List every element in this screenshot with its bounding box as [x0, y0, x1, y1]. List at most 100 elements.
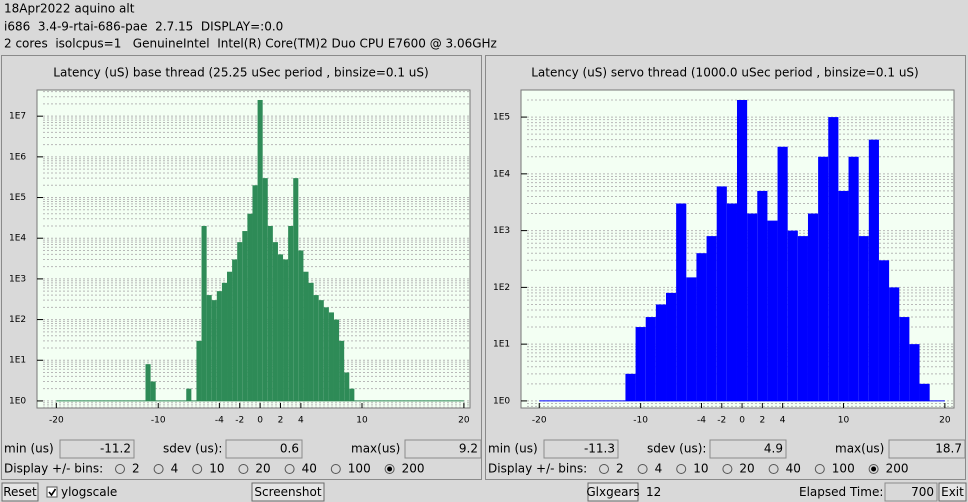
- radio-label[interactable]: 200: [886, 462, 909, 476]
- histogram-bar: [706, 236, 717, 401]
- x-tick-label: -4: [215, 416, 224, 426]
- chart-title: Latency (uS) base thread (25.25 uSec per…: [53, 66, 428, 80]
- x-tick-label: -20: [49, 416, 64, 426]
- histogram-bar: [344, 372, 350, 401]
- entry-box: [543, 439, 619, 459]
- checkbox[interactable]: [46, 486, 58, 498]
- checkmark: [48, 488, 57, 497]
- entry-box: [888, 439, 966, 459]
- stat-value: 18.7: [935, 442, 962, 456]
- radio-label[interactable]: 10: [209, 462, 224, 476]
- x-tick-label: 20: [458, 416, 470, 426]
- radio[interactable]: [676, 464, 687, 474]
- screenshot-button[interactable]: [251, 482, 325, 502]
- histogram-bar: [313, 295, 319, 401]
- histogram-bar: [858, 236, 869, 401]
- histogram-bar: [216, 291, 222, 401]
- histogram-bar: [716, 186, 727, 401]
- y-tick-label: 1E3: [493, 226, 510, 236]
- histogram-bar: [696, 253, 707, 401]
- radio[interactable]: [192, 464, 203, 474]
- y-tick-label: 1E5: [493, 113, 510, 123]
- histogram-bar: [237, 242, 243, 401]
- radio-label[interactable]: 40: [302, 462, 317, 476]
- x-tick-label: 10: [356, 416, 368, 426]
- histogram-bar: [196, 340, 202, 401]
- x-tick-label: -10: [633, 416, 648, 426]
- radio-label[interactable]: 4: [171, 462, 179, 476]
- histogram-bar: [206, 295, 212, 401]
- x-tick-label: 4: [298, 416, 304, 426]
- radio[interactable]: [722, 464, 733, 474]
- panel: [1, 55, 482, 480]
- radio-label[interactable]: 20: [255, 462, 270, 476]
- histogram-bar: [807, 213, 819, 401]
- radio-label[interactable]: 2: [616, 462, 624, 476]
- stat-label: sdev (us):: [647, 442, 706, 456]
- radio[interactable]: [115, 464, 125, 474]
- radio-dot: [871, 466, 877, 472]
- exit-button-label[interactable]: Exit: [941, 485, 964, 499]
- reset-button-label[interactable]: Reset: [3, 485, 37, 499]
- radio-dot: [387, 466, 393, 472]
- screenshot-button-label[interactable]: Screenshot: [254, 485, 321, 499]
- radio[interactable]: [768, 464, 779, 474]
- histogram-bar: [655, 304, 667, 401]
- histogram-bar: [252, 185, 258, 401]
- radio[interactable]: [330, 464, 341, 474]
- histogram-bar: [777, 146, 788, 401]
- exit-button[interactable]: [938, 482, 967, 502]
- histogram-bar: [283, 259, 289, 401]
- x-tick-label: -10: [151, 416, 166, 426]
- histogram-bar: [201, 225, 207, 401]
- radio-label[interactable]: 200: [402, 462, 425, 476]
- x-tick-label: 0: [739, 416, 745, 426]
- histogram-bar: [298, 250, 304, 401]
- x-tick-label: -4: [697, 416, 706, 426]
- y-tick-label: 1E1: [9, 356, 26, 366]
- histogram-bar: [919, 383, 930, 401]
- radio-label[interactable]: 2: [132, 462, 140, 476]
- histogram-bar: [211, 300, 217, 401]
- histogram-bar: [221, 282, 228, 401]
- radio-label[interactable]: 20: [739, 462, 754, 476]
- radio-label[interactable]: 40: [786, 462, 801, 476]
- radio-label[interactable]: 100: [832, 462, 855, 476]
- y-tick-label: 1E3: [9, 274, 26, 284]
- entry-box: [59, 439, 135, 459]
- histogram-bar: [227, 271, 233, 401]
- histogram-bar: [767, 220, 778, 401]
- elapsed-value: 700: [911, 485, 934, 499]
- histogram-bar: [899, 317, 910, 401]
- histogram-bar: [645, 317, 656, 401]
- bins-label: Display +/- bins:: [488, 462, 587, 476]
- radio[interactable]: [814, 464, 825, 474]
- glxgears-button[interactable]: [587, 482, 639, 502]
- radio[interactable]: [637, 464, 648, 474]
- checkbox-label[interactable]: ylogscale: [61, 485, 117, 499]
- histogram-bar: [247, 213, 253, 401]
- histogram-bar: [186, 388, 192, 401]
- y-tick-label: 1E5: [9, 193, 26, 203]
- histogram-bar: [848, 156, 859, 401]
- radio[interactable]: [599, 464, 609, 474]
- radio[interactable]: [238, 464, 249, 474]
- histogram-bar: [757, 190, 768, 401]
- histogram-bar: [288, 225, 294, 401]
- histogram-bar: [323, 307, 329, 401]
- histogram-bar: [828, 117, 839, 401]
- radio-label[interactable]: 10: [693, 462, 708, 476]
- histogram-bar: [909, 344, 920, 401]
- histogram-bar: [747, 213, 758, 401]
- radio[interactable]: [284, 464, 295, 474]
- histogram-bar: [666, 292, 677, 401]
- radio-label[interactable]: 100: [348, 462, 371, 476]
- reset-button[interactable]: [1, 482, 39, 502]
- glxgears-count: 12: [646, 485, 661, 499]
- glxgears-button-label[interactable]: Glxgears: [586, 485, 639, 499]
- radio-label[interactable]: 4: [655, 462, 663, 476]
- radio[interactable]: [153, 464, 164, 474]
- histogram-bar: [318, 300, 324, 401]
- stat-label: max(us): [351, 442, 400, 456]
